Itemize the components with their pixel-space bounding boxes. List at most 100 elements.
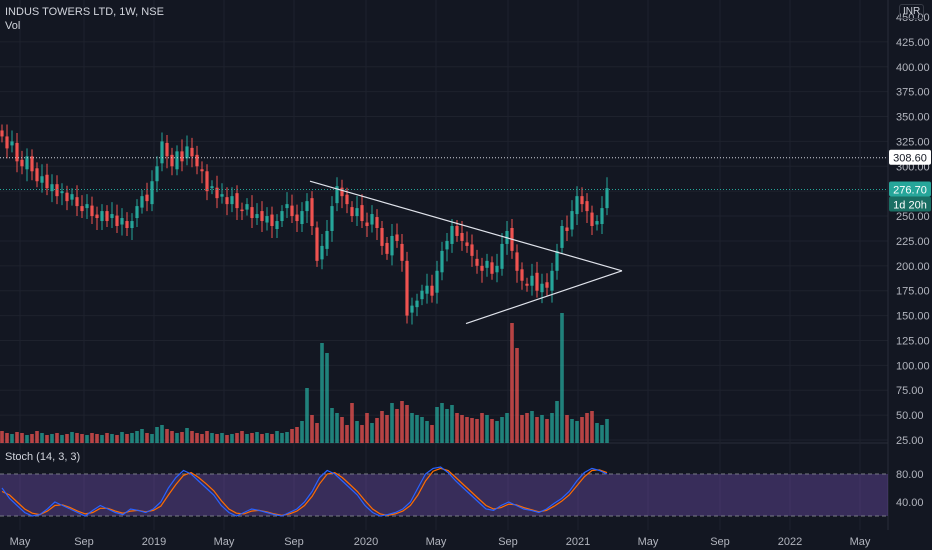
candle-body bbox=[375, 217, 379, 229]
stochastic-pane bbox=[0, 466, 888, 517]
volume-bar bbox=[450, 405, 454, 443]
volume-bar bbox=[340, 417, 344, 443]
candle-body bbox=[50, 184, 54, 192]
time-tick-label: 2022 bbox=[778, 536, 802, 548]
volume-bar bbox=[355, 421, 359, 443]
candle-body bbox=[520, 269, 524, 281]
volume-bar bbox=[285, 432, 289, 443]
candle-body bbox=[240, 209, 244, 212]
volume-bar bbox=[310, 415, 314, 443]
volume-bar bbox=[260, 434, 264, 443]
candle-body bbox=[440, 250, 444, 273]
stoch-band bbox=[0, 474, 888, 516]
candle-body bbox=[275, 221, 279, 229]
volume-bar bbox=[125, 434, 129, 443]
volume-bar bbox=[415, 415, 419, 443]
candle-body bbox=[170, 154, 174, 167]
time-tick-label: May bbox=[638, 536, 659, 548]
candle-body bbox=[15, 142, 19, 162]
candle-body bbox=[295, 214, 299, 222]
time-tick-label: 2021 bbox=[566, 536, 590, 548]
candle-body bbox=[255, 214, 259, 219]
candle-body bbox=[180, 151, 184, 162]
candle-body bbox=[260, 211, 264, 222]
currency-badge[interactable]: INR bbox=[899, 4, 925, 19]
volume-bar bbox=[105, 433, 109, 443]
volume-bar bbox=[545, 419, 549, 443]
volume-bar bbox=[130, 433, 134, 443]
candle-body bbox=[315, 227, 319, 261]
candle-body bbox=[400, 243, 404, 261]
time-axis[interactable]: May Sep 2019 May Sep 2020 May Sep 2021 May Sep 2022… bbox=[10, 536, 871, 548]
volume-bar bbox=[50, 434, 54, 443]
candle-body bbox=[380, 228, 384, 246]
volume-bar bbox=[370, 423, 374, 443]
candle-body bbox=[90, 205, 94, 217]
volume-bar bbox=[35, 431, 39, 443]
volume-bar bbox=[585, 413, 589, 443]
candle-body bbox=[185, 146, 189, 159]
candle-body bbox=[110, 214, 114, 219]
volume-bar bbox=[160, 425, 164, 443]
time-tick-label: Sep bbox=[710, 536, 730, 548]
last-price-badge: 276.70 bbox=[893, 184, 927, 196]
countdown-badge-bg bbox=[889, 196, 931, 212]
volume-bar bbox=[170, 431, 174, 443]
candle-body bbox=[280, 211, 284, 222]
candle-body bbox=[325, 230, 329, 249]
candle-body bbox=[200, 169, 204, 172]
volume-bar bbox=[445, 409, 449, 443]
time-tick-label: 2019 bbox=[142, 536, 166, 548]
volume-bar bbox=[210, 433, 214, 443]
candle-body bbox=[590, 212, 594, 227]
candle-body bbox=[565, 227, 569, 231]
volume-bar bbox=[440, 403, 444, 443]
candle-body bbox=[470, 244, 474, 256]
candle-body bbox=[465, 242, 469, 246]
volume-bar bbox=[180, 432, 184, 443]
countdown-badge: 1d 20h bbox=[893, 199, 927, 211]
volume-bar bbox=[315, 423, 319, 443]
volume-bar bbox=[70, 432, 74, 443]
volume-bar bbox=[20, 433, 24, 443]
volume-bar bbox=[525, 413, 529, 443]
alert-price-badge: 308.60 bbox=[893, 153, 927, 165]
candle-body bbox=[595, 221, 599, 225]
price-axis[interactable]: 425.00400.00375.00350.00325.00300.00275.… bbox=[889, 12, 931, 509]
volume-bar bbox=[10, 434, 14, 443]
candle-body bbox=[405, 260, 409, 316]
volume-bar bbox=[530, 411, 534, 443]
candle-body bbox=[395, 234, 399, 241]
price-tick-label: 175.00 bbox=[896, 286, 930, 298]
volume-bar bbox=[95, 434, 99, 443]
volume-bar bbox=[555, 401, 559, 443]
candle-body bbox=[495, 265, 499, 273]
stoch-tick-label: 40.00 bbox=[896, 497, 924, 509]
volume-bar bbox=[405, 405, 409, 443]
time-tick-label: May bbox=[426, 536, 447, 548]
volume-bar bbox=[235, 433, 239, 443]
volume-bar bbox=[295, 427, 299, 443]
volume-bar bbox=[30, 434, 34, 443]
volume-bar bbox=[560, 313, 564, 443]
candle-body bbox=[445, 240, 449, 250]
volume-bar bbox=[110, 434, 114, 443]
volume-bar bbox=[195, 433, 199, 443]
candle-body bbox=[45, 174, 49, 189]
candle-body bbox=[530, 275, 534, 286]
volume-bar bbox=[240, 431, 244, 443]
candle-body bbox=[500, 243, 504, 269]
volume-bar bbox=[320, 343, 324, 443]
candle-body bbox=[75, 197, 79, 207]
volume-bar bbox=[85, 435, 89, 443]
candle-body bbox=[550, 270, 554, 291]
candle-body bbox=[30, 156, 34, 172]
volume-bar bbox=[380, 411, 384, 443]
price-tick-label: 250.00 bbox=[896, 211, 930, 223]
candle-body bbox=[150, 181, 154, 205]
volume-bar bbox=[190, 431, 194, 443]
candle-body bbox=[415, 300, 419, 308]
candle-body bbox=[245, 204, 249, 210]
price-tick-label: 125.00 bbox=[896, 335, 930, 347]
